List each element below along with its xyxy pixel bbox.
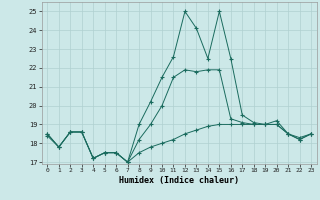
X-axis label: Humidex (Indice chaleur): Humidex (Indice chaleur) [119,176,239,185]
